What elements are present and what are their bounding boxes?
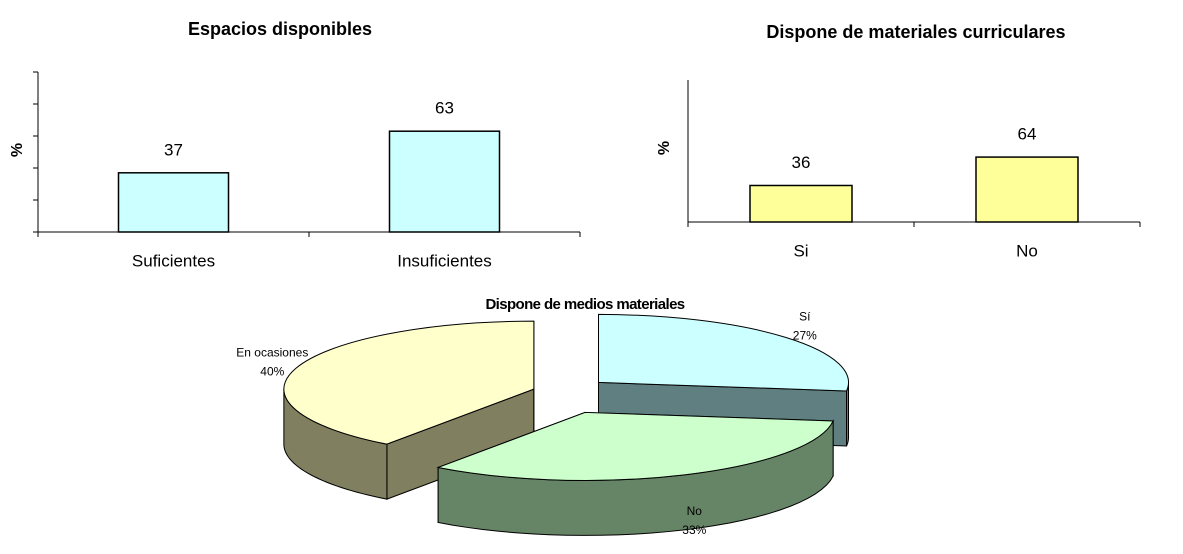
slice-value-label: 40% xyxy=(260,365,284,379)
slice xyxy=(436,411,834,481)
value-label: 63 xyxy=(435,99,454,118)
bar xyxy=(749,184,853,223)
x-tick-label: No xyxy=(1016,241,1038,260)
value-label: 36 xyxy=(792,153,811,172)
slice xyxy=(283,320,535,445)
y-axis-label: % xyxy=(9,143,26,157)
slice-value-label: 27% xyxy=(793,329,817,343)
chart-title: Espacios disponibles xyxy=(188,19,372,39)
slice-label: En ocasiones xyxy=(236,346,308,360)
bar xyxy=(975,156,1079,223)
bar xyxy=(117,172,230,233)
x-tick-label: Si xyxy=(793,241,808,260)
slice-wall xyxy=(846,382,850,447)
bar xyxy=(388,130,501,233)
value-label: 37 xyxy=(164,140,183,159)
x-tick-label: Suficientes xyxy=(132,251,215,270)
slice-value-label: 33% xyxy=(682,523,706,537)
chart-title: Dispone de medios materiales xyxy=(485,296,684,313)
slice xyxy=(598,313,849,392)
x-tick-label: Insuficientes xyxy=(397,251,492,270)
slice-label: Sí xyxy=(799,310,811,324)
y-axis-label: % xyxy=(656,141,673,155)
chart-title: Dispone de materiales curriculares xyxy=(766,22,1065,42)
slice-label: No xyxy=(687,504,703,518)
value-label: 64 xyxy=(1018,125,1037,144)
